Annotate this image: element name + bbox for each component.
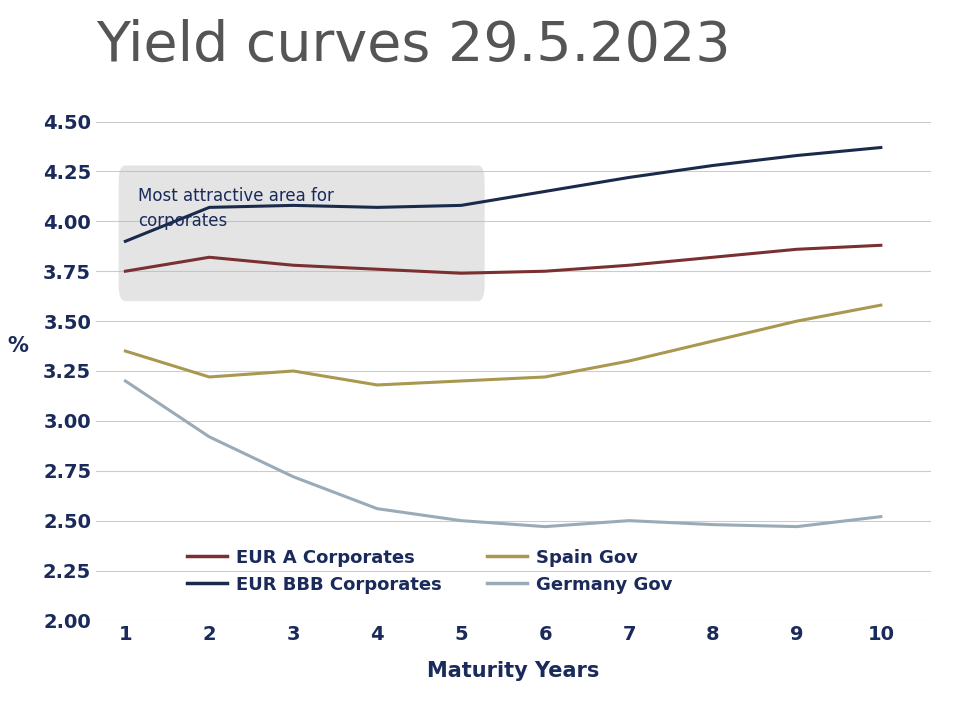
X-axis label: Maturity Years: Maturity Years bbox=[427, 661, 600, 681]
Text: Most attractive area for
corporates: Most attractive area for corporates bbox=[138, 188, 334, 231]
Y-axis label: %: % bbox=[8, 336, 29, 356]
FancyBboxPatch shape bbox=[119, 166, 485, 301]
Text: Yield curves 29.5.2023: Yield curves 29.5.2023 bbox=[96, 19, 731, 73]
Legend: EUR A Corporates, EUR BBB Corporates, Spain Gov, Germany Gov: EUR A Corporates, EUR BBB Corporates, Sp… bbox=[180, 541, 680, 601]
